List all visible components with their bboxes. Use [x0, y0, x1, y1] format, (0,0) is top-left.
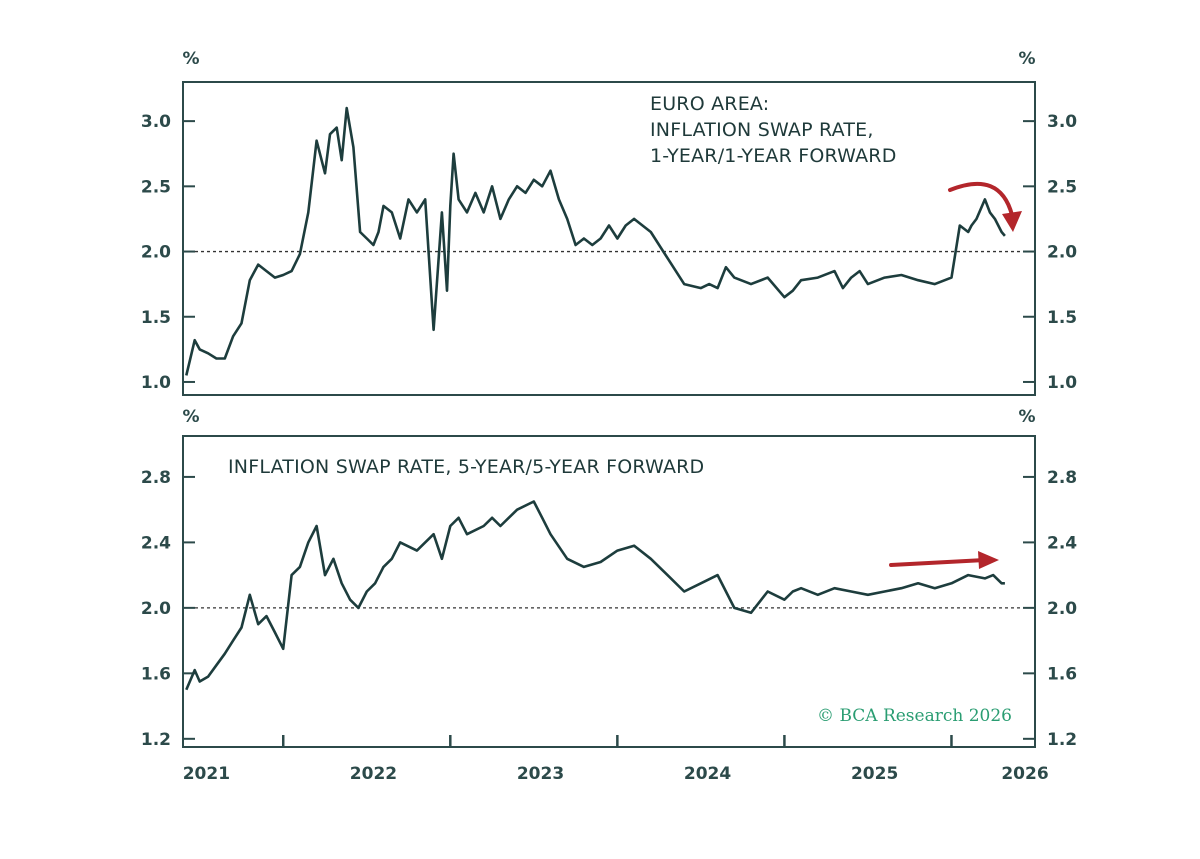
y-tick-label-left: 1.0 [141, 373, 171, 393]
arrow-right-head-icon [978, 551, 999, 569]
y-unit-left: % [182, 49, 199, 69]
y-tick-label-left: 2.0 [141, 599, 171, 619]
y-tick-label-left: 1.6 [141, 664, 171, 684]
chart-title-line: EURO AREA: [650, 93, 769, 115]
y-tick-label-left: 3.0 [141, 112, 171, 132]
plot-frame [182, 81, 1036, 396]
x-tick-label: 2023 [517, 764, 564, 784]
y-tick-label-left: 1.5 [141, 308, 171, 328]
y-unit-right: % [1018, 407, 1035, 427]
chart-title-line: INFLATION SWAP RATE, [650, 119, 874, 141]
chart-title-line: INFLATION SWAP RATE, 5-YEAR/5-YEAR FORWA… [228, 456, 704, 478]
panel-top: 1.0 1.0 1.5 1.5 2.0 2.0 2.5 2.5 3.0 3.0% % EURO ARE… [141, 49, 1077, 396]
series-line [185, 500, 1005, 691]
y-tick-label-right: 1.5 [1047, 308, 1077, 328]
arrow-right-icon [889, 558, 987, 567]
y-tick-label-right: 2.8 [1047, 468, 1077, 488]
y-tick-label-right: 2.0 [1047, 599, 1077, 619]
chart-title-line: 1-YEAR/1-YEAR FORWARD [650, 145, 897, 167]
y-tick-label-right: 2.0 [1047, 243, 1077, 263]
y-tick-label-left: 2.8 [141, 468, 171, 488]
y-tick-label-left: 1.2 [141, 730, 171, 750]
y-unit-right: % [1018, 49, 1035, 69]
y-tick-label-right: 2.5 [1047, 177, 1077, 197]
plot-frame [182, 435, 1036, 748]
x-tick-label: 2025 [851, 764, 898, 784]
x-tick-label: 2022 [350, 764, 397, 784]
x-axis: 2021 2022 2023 2024 2025 2026 [183, 735, 1049, 784]
series-line [185, 106, 1006, 376]
y-tick-label-left: 2.4 [141, 533, 171, 553]
y-tick-label-right: 3.0 [1047, 112, 1077, 132]
panel-bottom: 1.2 1.2 1.6 1.6 2.0 2.0 2.4 2.4 2.8 2.8% % INFLATIO… [141, 407, 1077, 750]
credit-text: © BCA Research 2026 [817, 706, 1012, 726]
y-tick-label-right: 2.4 [1047, 533, 1077, 553]
arrow-down-head-icon [1002, 211, 1022, 232]
y-tick-label-right: 1.2 [1047, 730, 1077, 750]
y-tick-label-left: 2.5 [141, 177, 171, 197]
y-tick-label-right: 1.0 [1047, 373, 1077, 393]
x-tick-label: 2021 [183, 764, 230, 784]
y-tick-label-right: 1.6 [1047, 664, 1077, 684]
arrow-down-icon [948, 181, 1014, 217]
x-tick-label: 2024 [684, 764, 731, 784]
y-tick-label-left: 2.0 [141, 243, 171, 263]
y-unit-left: % [182, 407, 199, 427]
x-tick-label: 2026 [1001, 764, 1048, 784]
